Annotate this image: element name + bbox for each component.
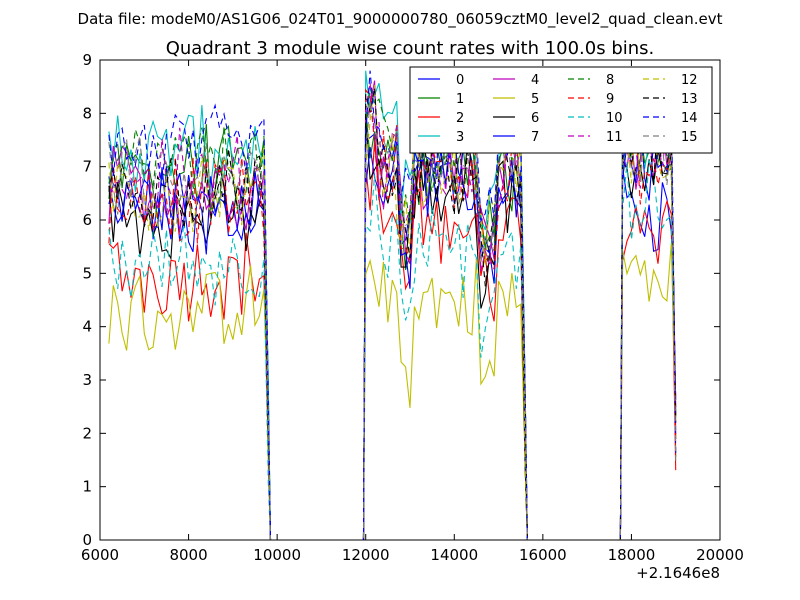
series-line-15	[108, 100, 677, 541]
series-line-2	[108, 140, 677, 541]
legend-label-6: 6	[531, 111, 539, 126]
series-line-1	[108, 99, 677, 541]
y-tick-label: 2	[82, 424, 92, 442]
series-line-10	[108, 160, 677, 541]
series-line-5	[108, 242, 677, 541]
legend-label-4: 4	[531, 73, 539, 88]
legend-label-2: 2	[456, 111, 464, 126]
legend-label-14: 14	[681, 111, 698, 126]
legend-label-8: 8	[606, 73, 614, 88]
legend-label-11: 11	[606, 130, 623, 145]
x-tick-label: 20000	[696, 546, 744, 564]
legend-label-15: 15	[681, 130, 698, 145]
axes-ticks: 6000 8000 10000 12000 14000 16000 18000 20000 0 1…	[81, 51, 744, 564]
legend-label-9: 9	[606, 92, 614, 107]
x-tick-label: 18000	[608, 546, 656, 564]
legend-label-5: 5	[531, 92, 539, 107]
y-tick-label: 5	[82, 264, 92, 282]
legend-label-10: 10	[606, 111, 623, 126]
suptitle: Data file: modeM0/AS1G06_024T01_90000007…	[78, 10, 723, 29]
x-tick-label: 8000	[169, 546, 207, 564]
legend-label-7: 7	[531, 130, 539, 145]
x-tick-label: 12000	[342, 546, 390, 564]
legend-label-3: 3	[456, 130, 464, 145]
chart-title: Quadrant 3 module wise count rates with …	[166, 38, 655, 59]
x-tick-label: 16000	[519, 546, 567, 564]
y-tick-label: 6	[82, 211, 92, 229]
x-tick-label: 10000	[253, 546, 301, 564]
legend-label-1: 1	[456, 92, 464, 107]
y-tick-label: 0	[82, 531, 92, 549]
y-tick-label: 8	[82, 104, 92, 122]
plot-area	[108, 70, 677, 541]
y-tick-label: 7	[82, 158, 92, 176]
x-offset-label: +2.1646e8	[636, 564, 720, 582]
legend-label-13: 13	[681, 92, 698, 107]
legend-label-12: 12	[681, 73, 698, 88]
y-tick-label: 3	[82, 371, 92, 389]
y-tick-label: 1	[82, 478, 92, 496]
series-line-13	[108, 87, 677, 541]
x-tick-label: 6000	[81, 546, 119, 564]
x-tick-label: 14000	[430, 546, 478, 564]
axes-frame	[99, 59, 721, 541]
series-line-14	[108, 70, 677, 541]
series-line-12	[108, 85, 677, 541]
series-line-8	[108, 86, 677, 541]
legend-box	[409, 66, 713, 154]
y-tick-label: 4	[82, 318, 92, 336]
legend-label-0: 0	[456, 73, 464, 88]
y-tick-label: 9	[82, 51, 92, 69]
